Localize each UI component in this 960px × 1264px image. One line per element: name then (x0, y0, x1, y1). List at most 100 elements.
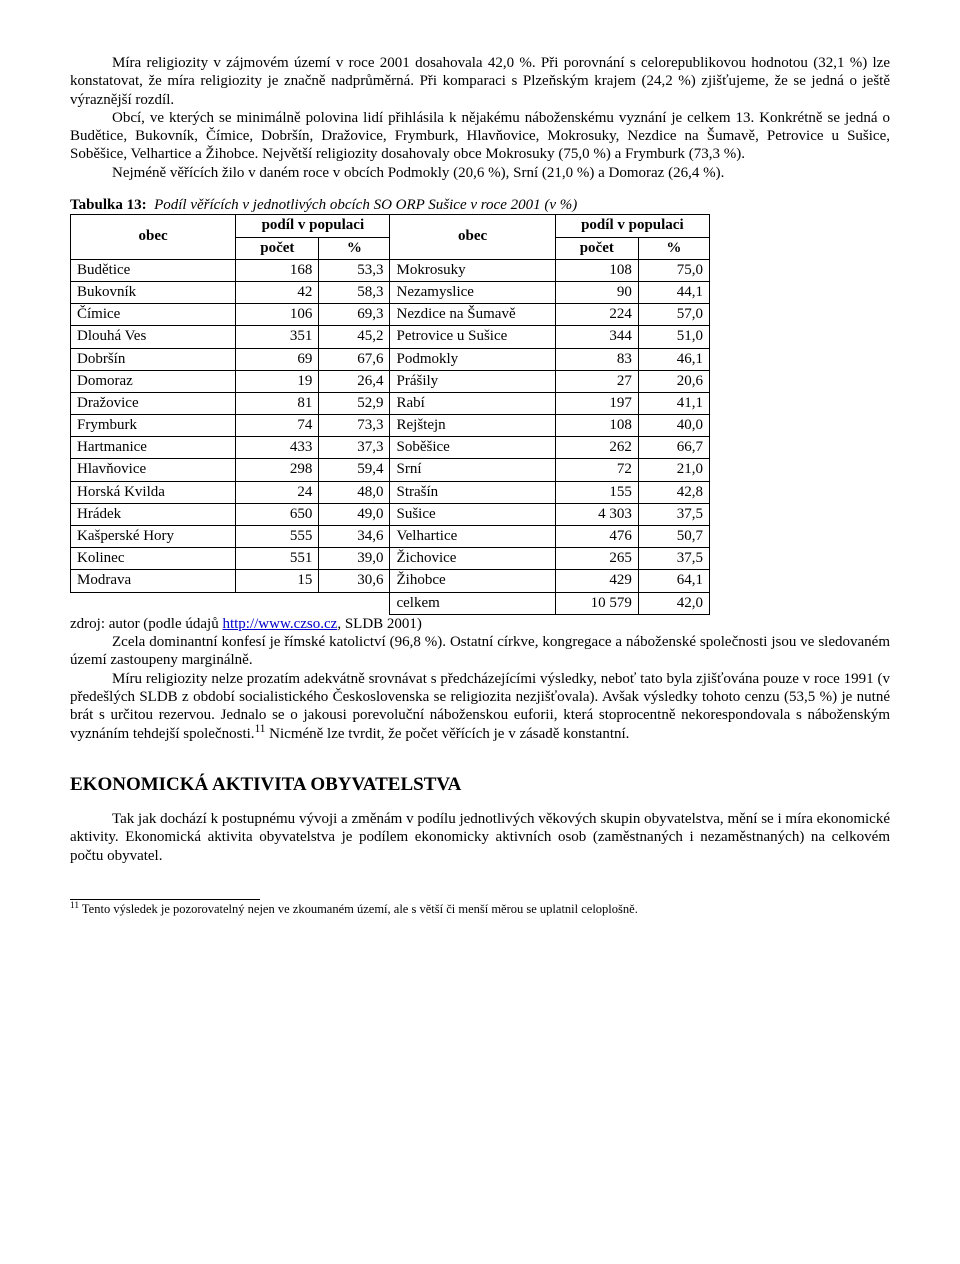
table-row: Kašperské Hory55534,6Velhartice47650,7 (71, 526, 710, 548)
cell: Petrovice u Sušice (390, 326, 555, 348)
th-pocet-right: počet (555, 237, 638, 259)
cell: 20,6 (638, 370, 709, 392)
cell: 351 (236, 326, 319, 348)
cell: 66,7 (638, 437, 709, 459)
cell: 37,3 (319, 437, 390, 459)
cell: Dražovice (71, 392, 236, 414)
th-pocet-left: počet (236, 237, 319, 259)
cell: Podmokly (390, 348, 555, 370)
table-caption: Tabulka 13: Podíl věřících v jednotlivýc… (70, 196, 890, 214)
cell: 19 (236, 370, 319, 392)
table-row: Horská Kvilda2448,0Strašín15542,8 (71, 481, 710, 503)
table-podil-vericich: obec podíl v populaci obec podíl v popul… (70, 214, 710, 614)
footnote-rule (70, 899, 260, 900)
text: Nejméně věřících žilo v daném roce v obc… (112, 165, 724, 181)
para-srovnani: Míru religiozity nelze prozatím adekvátn… (70, 670, 890, 743)
table-row: Domoraz1926,4Prášily2720,6 (71, 370, 710, 392)
table-row: Dlouhá Ves35145,2Petrovice u Sušice34451… (71, 326, 710, 348)
cell: 106 (236, 304, 319, 326)
cell: 476 (555, 526, 638, 548)
cell: 74 (236, 415, 319, 437)
cell: Mokrosuky (390, 259, 555, 281)
cell: 168 (236, 259, 319, 281)
table-row: Dobršín6967,6Podmokly8346,1 (71, 348, 710, 370)
cell: Rejštejn (390, 415, 555, 437)
cell: 83 (555, 348, 638, 370)
cell: Dobršín (71, 348, 236, 370)
cell: 42 (236, 281, 319, 303)
para-religiosity-intro: Míra religiozity v zájmovém území v roce… (70, 54, 890, 109)
cell: 52,9 (319, 392, 390, 414)
cell: Kašperské Hory (71, 526, 236, 548)
cell: 57,0 (638, 304, 709, 326)
table-row: Hrádek65049,0Sušice4 30337,5 (71, 503, 710, 525)
source-link[interactable]: http://www.czso.cz (222, 616, 337, 632)
cell: 224 (555, 304, 638, 326)
cell: 24 (236, 481, 319, 503)
cell: 42,8 (638, 481, 709, 503)
cell: 73,3 (319, 415, 390, 437)
cell: 344 (555, 326, 638, 348)
cell: 50,7 (638, 526, 709, 548)
footnote-ref: 11 (255, 723, 266, 735)
th-obec-right: obec (390, 215, 555, 259)
cell: Frymburk (71, 415, 236, 437)
cell: Hlavňovice (71, 459, 236, 481)
table-row-total: celkem10 57942,0 (71, 592, 710, 614)
source-post: , SLDB 2001) (337, 616, 422, 632)
table-row: Modrava1530,6Žihobce42964,1 (71, 570, 710, 592)
table-source: zdroj: autor (podle údajů http://www.czs… (70, 615, 890, 633)
th-podil-right: podíl v populaci (555, 215, 709, 237)
cell: 21,0 (638, 459, 709, 481)
cell: Rabí (390, 392, 555, 414)
cell: 64,1 (638, 570, 709, 592)
cell: Prášily (390, 370, 555, 392)
th-pct-left: % (319, 237, 390, 259)
text-b: Nicméně lze tvrdit, že počet věřících je… (265, 726, 629, 742)
caption-label: Tabulka 13: (70, 197, 147, 213)
cell-empty (71, 592, 390, 614)
cell: Soběšice (390, 437, 555, 459)
cell: 44,1 (638, 281, 709, 303)
table-row: Kolinec55139,0Žichovice26537,5 (71, 548, 710, 570)
cell: 53,3 (319, 259, 390, 281)
cell: 108 (555, 259, 638, 281)
table-row: Hartmanice43337,3Soběšice26266,7 (71, 437, 710, 459)
cell: 155 (555, 481, 638, 503)
cell: 37,5 (638, 503, 709, 525)
cell: Dlouhá Ves (71, 326, 236, 348)
cell: 26,4 (319, 370, 390, 392)
cell: 69 (236, 348, 319, 370)
cell: 265 (555, 548, 638, 570)
para-konfese: Zcela dominantní konfesí je římské katol… (70, 633, 890, 670)
cell: 90 (555, 281, 638, 303)
cell: 58,3 (319, 281, 390, 303)
cell: 48,0 (319, 481, 390, 503)
text: Tak jak dochází k postupnému vývoji a zm… (70, 811, 890, 864)
cell: Srní (390, 459, 555, 481)
th-obec-left: obec (71, 215, 236, 259)
cell: 10 579 (555, 592, 638, 614)
cell: 298 (236, 459, 319, 481)
cell: 429 (555, 570, 638, 592)
cell: 4 303 (555, 503, 638, 525)
table-row: Frymburk7473,3Rejštejn10840,0 (71, 415, 710, 437)
footnote-text: Tento výsledek je pozorovatelný nejen ve… (79, 902, 638, 916)
th-podil-left: podíl v populaci (236, 215, 390, 237)
cell: Bukovník (71, 281, 236, 303)
cell: Sušice (390, 503, 555, 525)
cell: Kolinec (71, 548, 236, 570)
cell: Budětice (71, 259, 236, 281)
cell: 42,0 (638, 592, 709, 614)
cell: 197 (555, 392, 638, 414)
table-row: Bukovník4258,3Nezamyslice9044,1 (71, 281, 710, 303)
caption-text: Podíl věřících v jednotlivých obcích SO … (154, 197, 577, 213)
cell: celkem (390, 592, 555, 614)
th-pct-right: % (638, 237, 709, 259)
cell: 41,1 (638, 392, 709, 414)
cell: 433 (236, 437, 319, 459)
table-body: Budětice16853,3Mokrosuky10875,0Bukovník4… (71, 259, 710, 614)
source-pre: zdroj: autor (podle údajů (70, 616, 222, 632)
cell: 81 (236, 392, 319, 414)
cell: 72 (555, 459, 638, 481)
